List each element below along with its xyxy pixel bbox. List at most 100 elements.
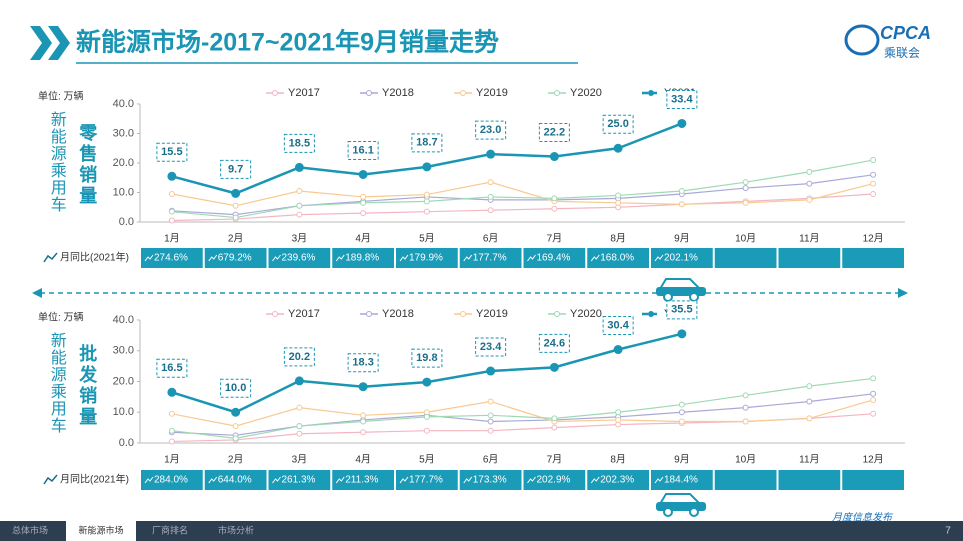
x-tick-label: 6月 [483, 233, 499, 245]
data-point [168, 438, 175, 445]
data-point [742, 404, 749, 411]
data-label: 24.6 [544, 337, 565, 349]
data-point [487, 427, 494, 434]
legend-label: Y2020 [570, 87, 602, 99]
yoy-cell [396, 470, 458, 490]
data-point [615, 192, 622, 199]
y-tick-label: 0.0 [119, 437, 134, 449]
data-point [615, 409, 622, 416]
x-tick-label: 5月 [419, 233, 435, 245]
legend-marker [366, 311, 372, 317]
x-tick-label: 6月 [483, 454, 499, 466]
data-point [168, 217, 175, 224]
data-point [551, 415, 558, 422]
yoy-value: 261.3% [282, 475, 316, 486]
yoy-cell-icon [590, 476, 600, 484]
series-line [171, 377, 874, 439]
x-tick-label: 1月 [164, 454, 180, 466]
data-label: 16.5 [161, 362, 182, 374]
yoy-cell [459, 248, 522, 268]
x-tick-label: 9月 [674, 454, 690, 466]
yoy-cell [778, 248, 841, 268]
yoy-cell-icon [527, 254, 536, 262]
x-tick-label: 4月 [355, 454, 371, 466]
data-label: 35.5 [671, 304, 692, 316]
data-point [742, 199, 749, 206]
data-point [806, 415, 813, 422]
data-label: 18.7 [416, 137, 437, 149]
data-point [296, 423, 303, 430]
data-point [360, 412, 367, 419]
x-tick-label: 3月 [292, 233, 308, 245]
yoy-cell-icon [208, 254, 218, 262]
footer-tab[interactable]: 市场分析 [218, 524, 254, 535]
x-tick-label: 2月 [228, 233, 244, 245]
data-label: 16.1 [352, 144, 373, 156]
yoy-cell-icon [463, 476, 473, 484]
footer-note: 月度信息发布 [832, 512, 894, 524]
x-tick-label: 9月 [674, 233, 690, 245]
yoy-label: 月同比(2021年) [60, 251, 129, 264]
data-label: 23.4 [480, 341, 502, 353]
data-point [870, 375, 877, 382]
y-tick-label: 20.0 [113, 375, 134, 387]
data-point [358, 170, 368, 180]
footer-tab-active [66, 521, 136, 541]
data-label: 23.0 [480, 124, 501, 136]
yoy-icon [43, 252, 58, 263]
yoy-cell [842, 470, 904, 490]
legend-marker [554, 311, 560, 317]
data-point [677, 118, 687, 128]
chevron [30, 26, 52, 60]
yoy-value: 202.3% [600, 475, 634, 486]
yoy-value: 274.6% [154, 253, 188, 264]
yoy-cell-icon [144, 476, 154, 484]
data-point [487, 193, 494, 200]
yoy-cell [714, 470, 777, 490]
yoy-cell-icon [463, 254, 473, 262]
footer-tab[interactable]: 厂商排名 [152, 524, 188, 535]
metric-label: 批发销量 [77, 343, 98, 428]
footer-tab[interactable]: 总体市场 [12, 524, 48, 535]
data-point [423, 413, 430, 420]
x-tick-label: 10月 [735, 454, 756, 466]
data-point [168, 208, 175, 215]
data-point [360, 418, 367, 425]
data-point [360, 193, 367, 200]
data-point [870, 190, 877, 197]
data-point [613, 143, 623, 153]
data-label: 19.8 [416, 352, 437, 364]
legend-marker [272, 311, 278, 317]
data-point [168, 190, 175, 197]
yoy-cell [332, 470, 394, 490]
yoy-value: 179.9% [409, 253, 443, 264]
yoy-cell-icon [527, 476, 536, 484]
yoy-icon [43, 474, 58, 485]
yoy-value: 644.0% [218, 475, 252, 486]
y-tick-label: 40.0 [113, 314, 134, 326]
data-label: 25.0 [607, 118, 628, 130]
data-label-box [220, 159, 252, 179]
data-point [487, 207, 494, 214]
data-point [486, 366, 496, 376]
data-point [551, 424, 558, 431]
legend-marker [460, 90, 466, 96]
yoy-cell [842, 248, 904, 268]
footer-tab[interactable]: 新能源市场 [78, 524, 123, 535]
x-tick-label: 8月 [610, 233, 626, 245]
data-point [678, 418, 685, 425]
legend-label: Y2017 [288, 87, 320, 99]
yoy-cell [651, 470, 713, 490]
yoy-cell [141, 248, 203, 268]
data-point [806, 168, 813, 175]
footer-bar [0, 521, 963, 541]
yoy-value: 173.3% [473, 475, 507, 486]
series-line [171, 181, 874, 207]
data-point [615, 199, 622, 206]
data-point [232, 202, 239, 209]
data-point [296, 404, 303, 411]
x-tick-label: 4月 [355, 233, 371, 245]
data-point [742, 185, 749, 192]
yoy-cell-icon [208, 476, 218, 484]
car-icon [656, 493, 706, 517]
